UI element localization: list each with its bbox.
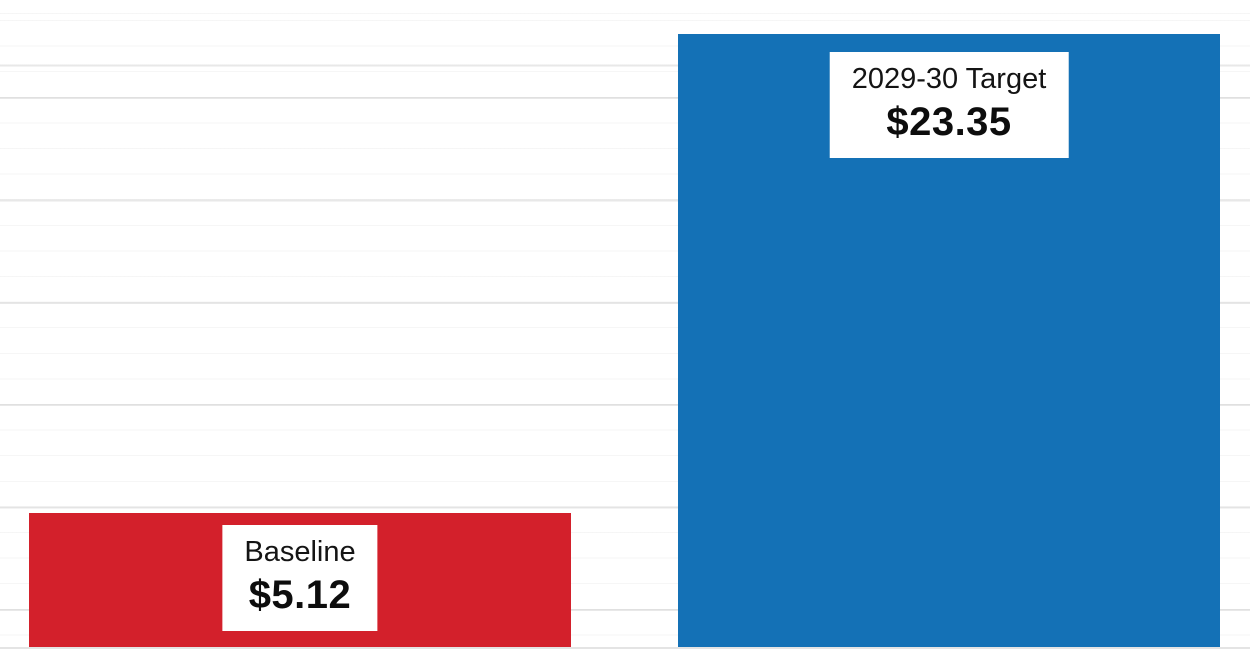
bar-value-label: $23.35	[886, 100, 1012, 145]
bar-value-label: $5.12	[248, 573, 352, 618]
bar-category-label: Baseline	[244, 536, 356, 568]
baseline-axis	[0, 647, 1250, 649]
bar-category-label: 2029-30 Target	[851, 63, 1047, 95]
bar-label-box-baseline: Baseline $5.12	[222, 525, 378, 632]
bar-label-box-target: 2029-30 Target $23.35	[829, 52, 1069, 159]
bar-target: 2029-30 Target $23.35	[678, 34, 1220, 647]
bar-baseline: Baseline $5.12	[29, 513, 571, 647]
